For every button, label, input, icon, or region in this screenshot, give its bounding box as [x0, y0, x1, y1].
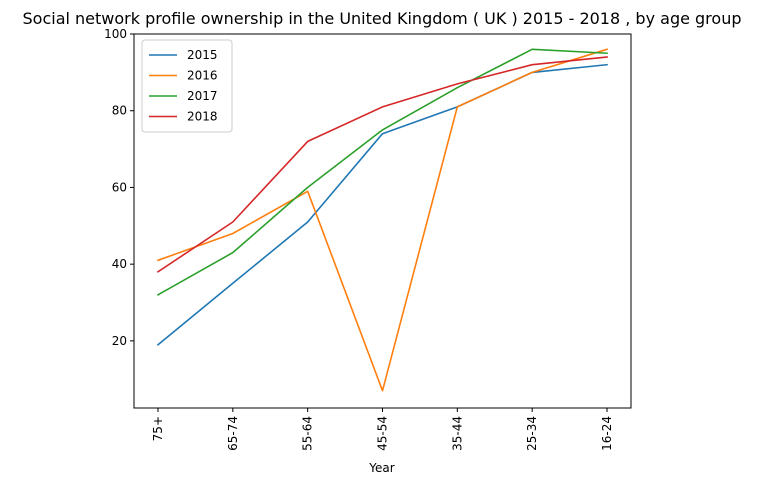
legend-label-2017: 2017	[187, 89, 218, 103]
x-tick-label: 45-54	[376, 416, 390, 451]
legend-label-2016: 2016	[187, 69, 218, 83]
plot-area: 20 40 60 80 100 75+ 65-74 55-64 45-54 35-44 25-34 1…	[104, 27, 632, 451]
y-tick-label: 20	[112, 334, 127, 348]
legend: 2015 2016 2017 2018	[141, 39, 233, 133]
x-axis-label: Year	[368, 461, 394, 475]
x-tick-label: 35-44	[450, 416, 464, 451]
y-tick-label: 40	[112, 257, 127, 271]
x-tick-label: 75+	[151, 416, 165, 441]
x-tick-label: 65-74	[226, 416, 240, 451]
chart-title: Social network profile ownership in the …	[23, 9, 742, 28]
y-tick-label: 60	[112, 180, 127, 194]
y-tick-label: 100	[104, 27, 127, 41]
x-tick-label: 16-24	[600, 416, 614, 451]
series-line-2018	[156, 56, 608, 273]
legend-label-2018: 2018	[187, 110, 218, 124]
series-line-2016	[156, 48, 609, 392]
x-tick-label: 25-34	[525, 416, 539, 451]
legend-label-2015: 2015	[187, 48, 218, 62]
y-tick-label: 80	[112, 104, 127, 118]
series-line-2017	[156, 48, 608, 296]
legend-box	[141, 39, 233, 133]
x-tick-label: 55-64	[301, 416, 315, 451]
